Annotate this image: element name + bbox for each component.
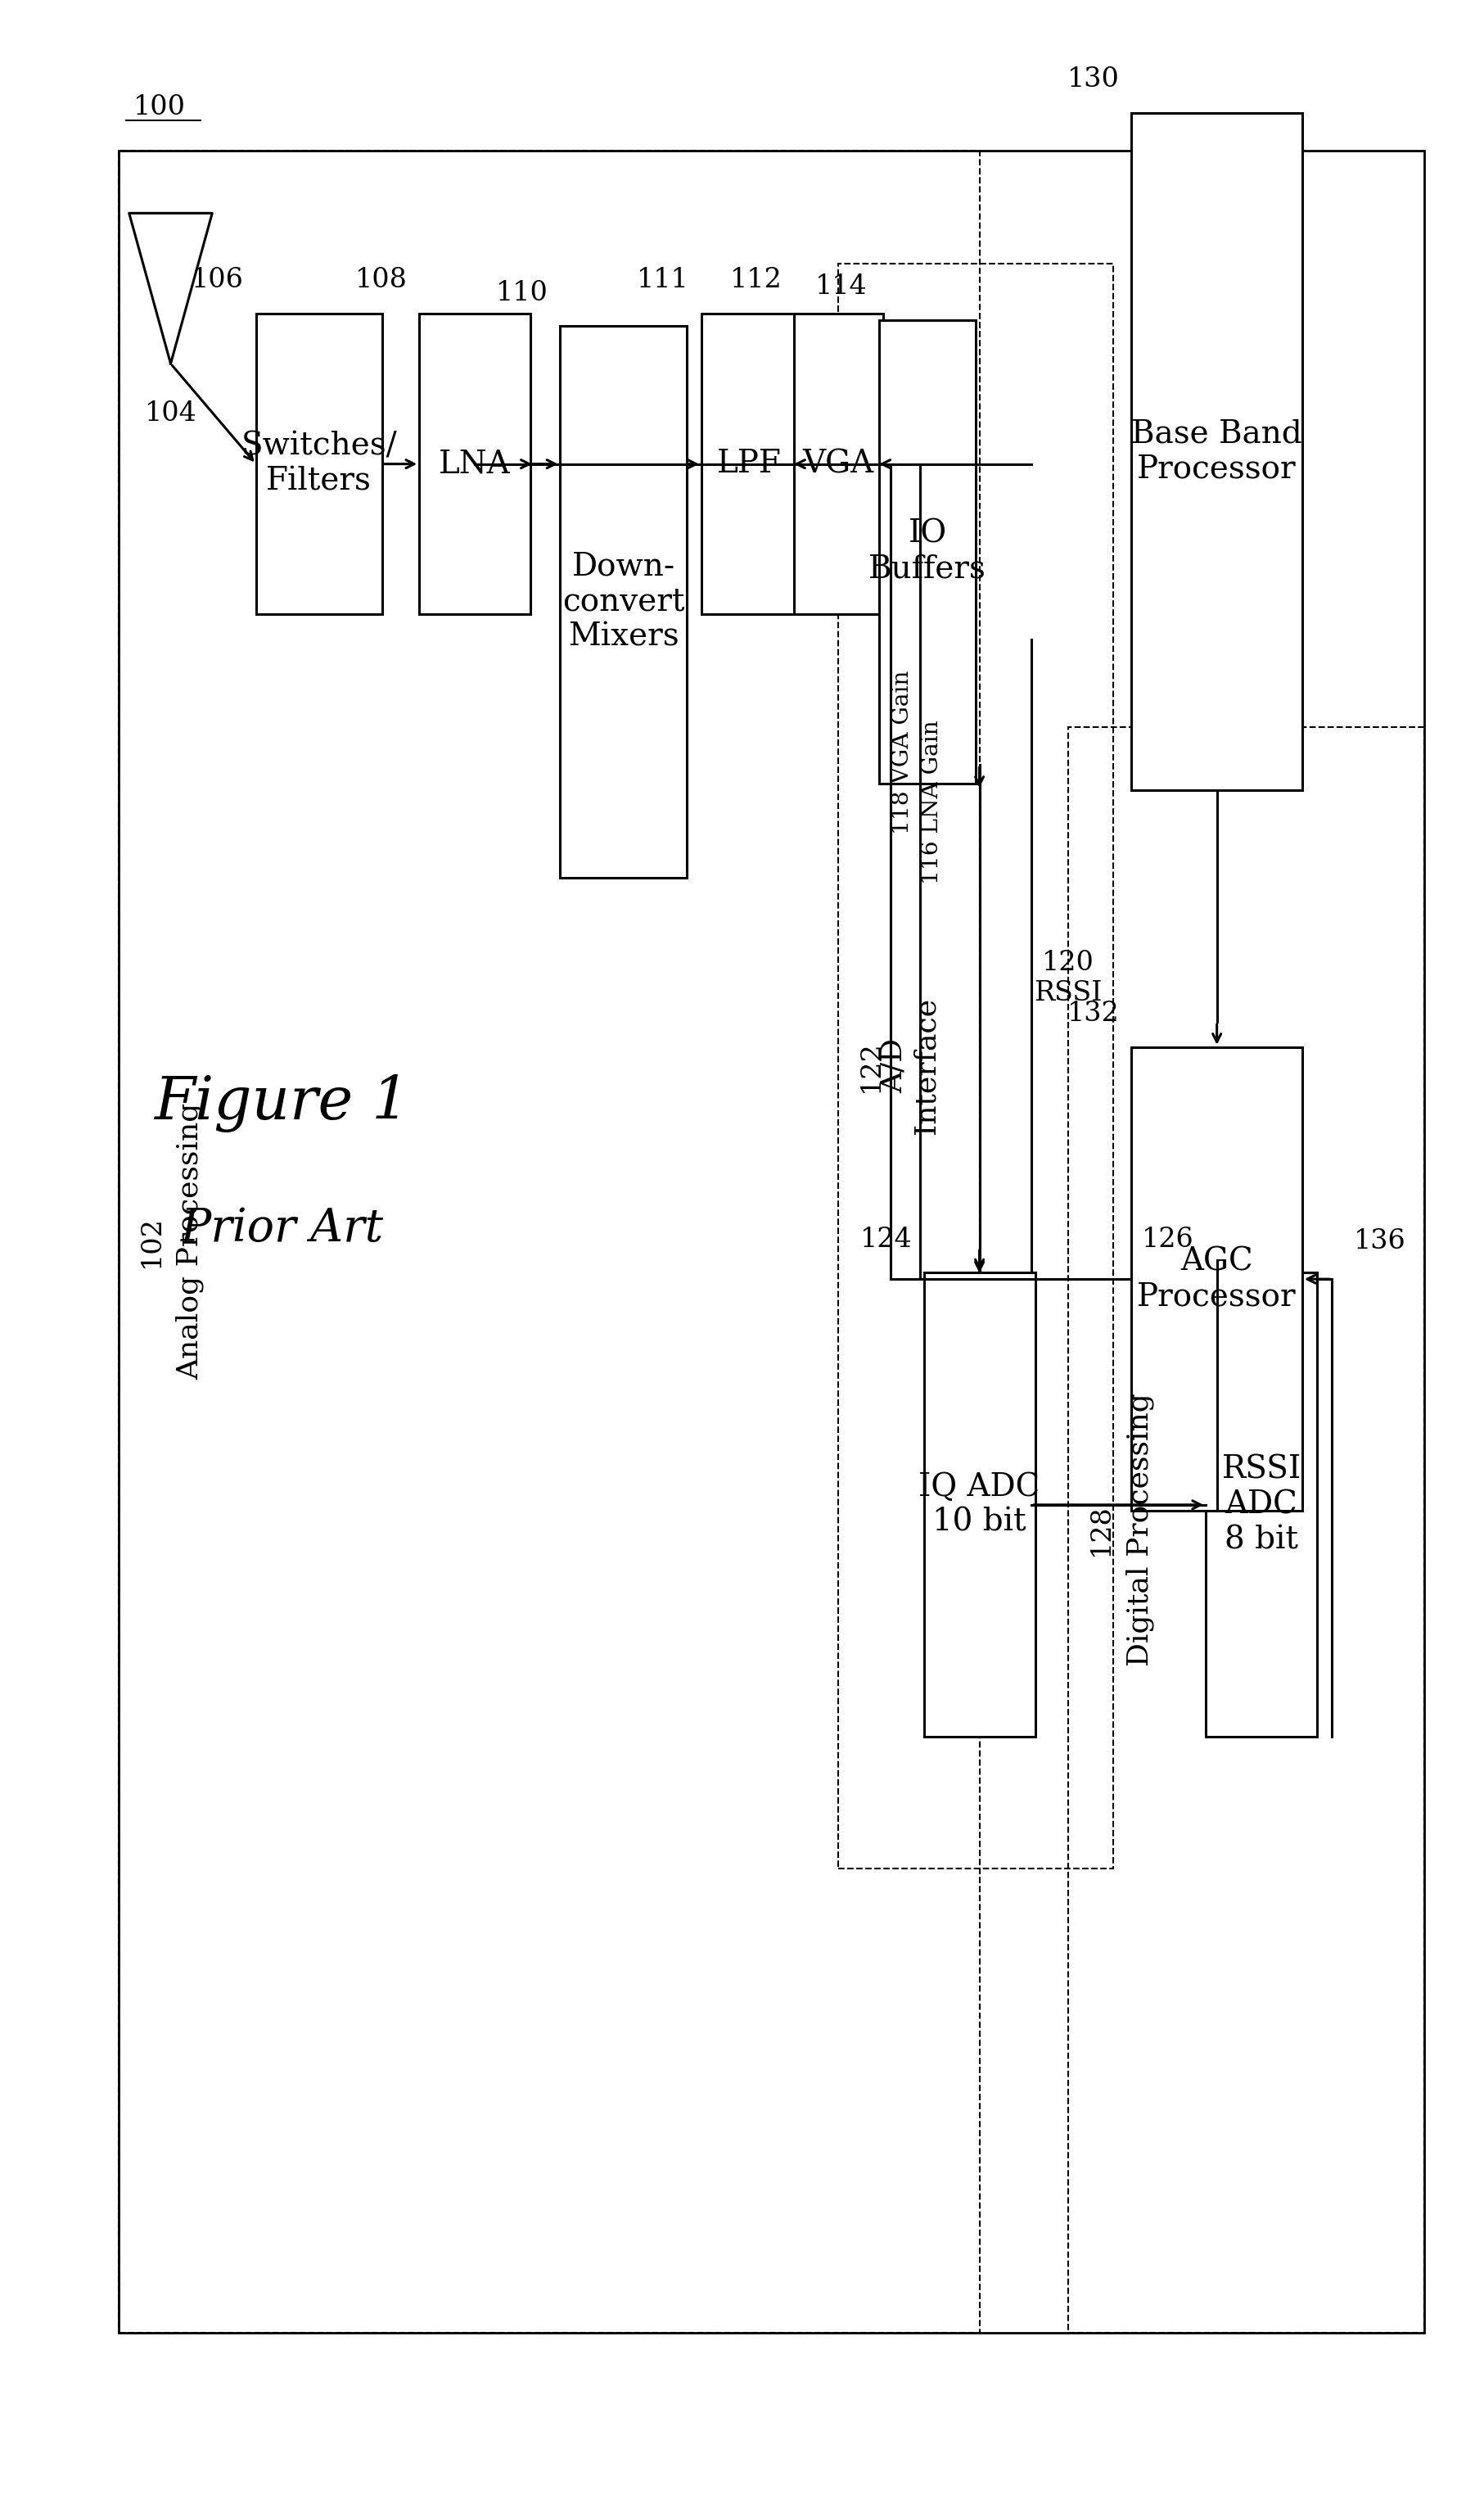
Text: 118 VGA Gain: 118 VGA Gain bbox=[892, 670, 913, 835]
Text: 130: 130 bbox=[1067, 68, 1119, 93]
Bar bbox=[838, 263, 1113, 1868]
Bar bbox=[420, 314, 531, 614]
Bar bbox=[794, 314, 883, 614]
Bar bbox=[561, 326, 686, 878]
Text: Figure 1: Figure 1 bbox=[154, 1073, 410, 1134]
Text: 128: 128 bbox=[1088, 1505, 1114, 1555]
Bar bbox=[1131, 1048, 1303, 1510]
Text: 102: 102 bbox=[138, 1216, 165, 1267]
Text: 132: 132 bbox=[1067, 1001, 1119, 1028]
Text: Down-
convert
Mixers: Down- convert Mixers bbox=[562, 552, 684, 652]
Text: 114: 114 bbox=[815, 273, 867, 298]
Bar bbox=[1068, 727, 1425, 2332]
Text: LNA: LNA bbox=[439, 449, 510, 479]
Text: IQ ADC
10 bit: IQ ADC 10 bit bbox=[919, 1472, 1040, 1537]
Text: 120
RSSI: 120 RSSI bbox=[1034, 951, 1103, 1006]
Text: 136: 136 bbox=[1355, 1229, 1407, 1254]
Text: 110: 110 bbox=[496, 281, 549, 306]
Bar bbox=[119, 150, 1425, 2332]
Text: AGC
Processor: AGC Processor bbox=[1137, 1246, 1297, 1312]
Text: 104: 104 bbox=[144, 401, 197, 426]
Bar bbox=[119, 150, 979, 2332]
Bar bbox=[702, 314, 798, 614]
Text: Switches/
Filters: Switches/ Filters bbox=[240, 431, 398, 497]
Text: Analog Processing: Analog Processing bbox=[175, 1104, 205, 1379]
Text: 106: 106 bbox=[191, 268, 243, 293]
Text: Prior Art: Prior Art bbox=[181, 1206, 383, 1251]
Text: 112: 112 bbox=[730, 268, 782, 293]
Text: Digital Processing: Digital Processing bbox=[1125, 1394, 1155, 1665]
Text: Base Band
Processor: Base Band Processor bbox=[1131, 419, 1303, 484]
Text: LPF: LPF bbox=[717, 449, 782, 479]
Text: 100: 100 bbox=[134, 95, 186, 120]
Text: 108: 108 bbox=[355, 268, 407, 293]
Text: IO
Buffers: IO Buffers bbox=[868, 519, 987, 584]
Text: 124: 124 bbox=[859, 1226, 911, 1251]
Text: RSSI
ADC
8 bit: RSSI ADC 8 bit bbox=[1221, 1455, 1301, 1555]
Text: 122: 122 bbox=[858, 1041, 884, 1091]
Text: 111: 111 bbox=[637, 268, 689, 293]
Text: 116 LNA Gain: 116 LNA Gain bbox=[922, 720, 942, 885]
Bar bbox=[880, 319, 976, 782]
Bar bbox=[923, 1274, 1036, 1736]
Bar bbox=[1206, 1274, 1318, 1736]
Bar bbox=[1131, 113, 1303, 790]
Bar bbox=[255, 314, 383, 614]
Text: 126: 126 bbox=[1141, 1226, 1193, 1251]
Text: VGA: VGA bbox=[803, 449, 874, 479]
Text: A/D
Interface: A/D Interface bbox=[880, 998, 939, 1134]
